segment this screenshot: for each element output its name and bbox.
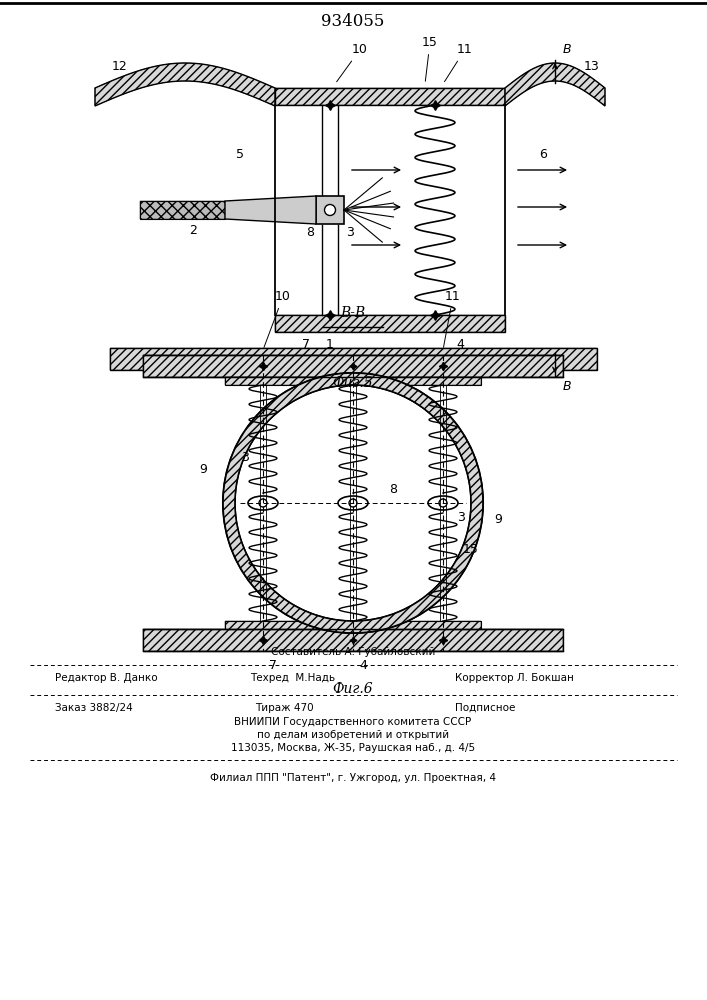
Text: Заказ 3882/24: Заказ 3882/24 [55,703,133,713]
Text: 9: 9 [199,463,207,476]
Text: 8: 8 [389,483,397,496]
Bar [140,201,225,219]
Bar [143,629,563,651]
Polygon shape [505,63,605,106]
Text: 7: 7 [269,659,277,672]
Ellipse shape [428,496,458,510]
Bar [110,348,597,370]
Bar [143,355,563,377]
Bar [275,88,505,105]
Text: 113035, Москва, Ж-35, Раушская наб., д. 4/5: 113035, Москва, Ж-35, Раушская наб., д. … [231,743,475,753]
Bar [110,348,597,370]
Circle shape [259,499,267,507]
Text: 7: 7 [302,338,310,351]
Text: 10: 10 [264,290,291,347]
Text: Подписное: Подписное [455,703,515,713]
Text: Редактор В. Данко: Редактор В. Данко [55,673,158,683]
Text: 12: 12 [112,60,128,73]
Text: ВНИИПИ Государственного комитета СССР: ВНИИПИ Государственного комитета СССР [235,717,472,727]
Circle shape [349,499,357,507]
Bar [275,315,505,332]
Text: 6: 6 [539,148,547,161]
Text: 9: 9 [494,513,502,526]
Bar [143,355,563,377]
Text: 1: 1 [326,338,334,351]
Text: В-В: В-В [340,306,366,320]
Text: 11: 11 [443,290,461,347]
Polygon shape [95,63,275,106]
Text: Составитель А. Губайловский: Составитель А. Губайловский [271,647,436,657]
Bar [143,629,563,651]
Ellipse shape [248,496,278,510]
Polygon shape [225,196,316,224]
Bar [225,621,481,629]
Text: 3: 3 [241,451,249,464]
Bar [225,377,481,385]
Bar [316,196,344,224]
Bar [140,201,225,219]
Text: 8: 8 [306,226,314,238]
Circle shape [439,499,447,507]
Circle shape [325,205,336,216]
Text: 5: 5 [236,148,244,161]
Bar [275,315,505,332]
Text: 10: 10 [337,43,368,82]
PathPatch shape [223,373,483,633]
Text: 2: 2 [189,224,197,236]
Text: Филиал ППП "Патент", г. Ужгород, ул. Проектная, 4: Филиал ППП "Патент", г. Ужгород, ул. Про… [210,773,496,783]
Text: Фиг.6: Фиг.6 [333,682,373,696]
Text: 3: 3 [457,511,465,524]
Text: Техред  М.Надь: Техред М.Надь [250,673,335,683]
Text: Фиг.5: Фиг.5 [333,376,373,390]
Text: 934055: 934055 [321,13,385,30]
Text: 15: 15 [422,36,438,81]
Text: В: В [563,43,572,56]
Text: 15: 15 [463,543,479,556]
Text: по делам изобретений и открытий: по делам изобретений и открытий [257,730,449,740]
Text: Корректор Л. Бокшан: Корректор Л. Бокшан [455,673,574,683]
Ellipse shape [338,496,368,510]
Bar [225,621,481,629]
Bar [275,88,505,105]
Text: 11: 11 [445,43,473,82]
Bar [225,377,481,385]
Text: В: В [563,380,572,393]
Text: Тираж 470: Тираж 470 [255,703,314,713]
Text: 13: 13 [584,60,600,73]
Text: 3: 3 [346,226,354,238]
Text: 4: 4 [456,338,464,351]
Text: 4: 4 [359,659,367,672]
